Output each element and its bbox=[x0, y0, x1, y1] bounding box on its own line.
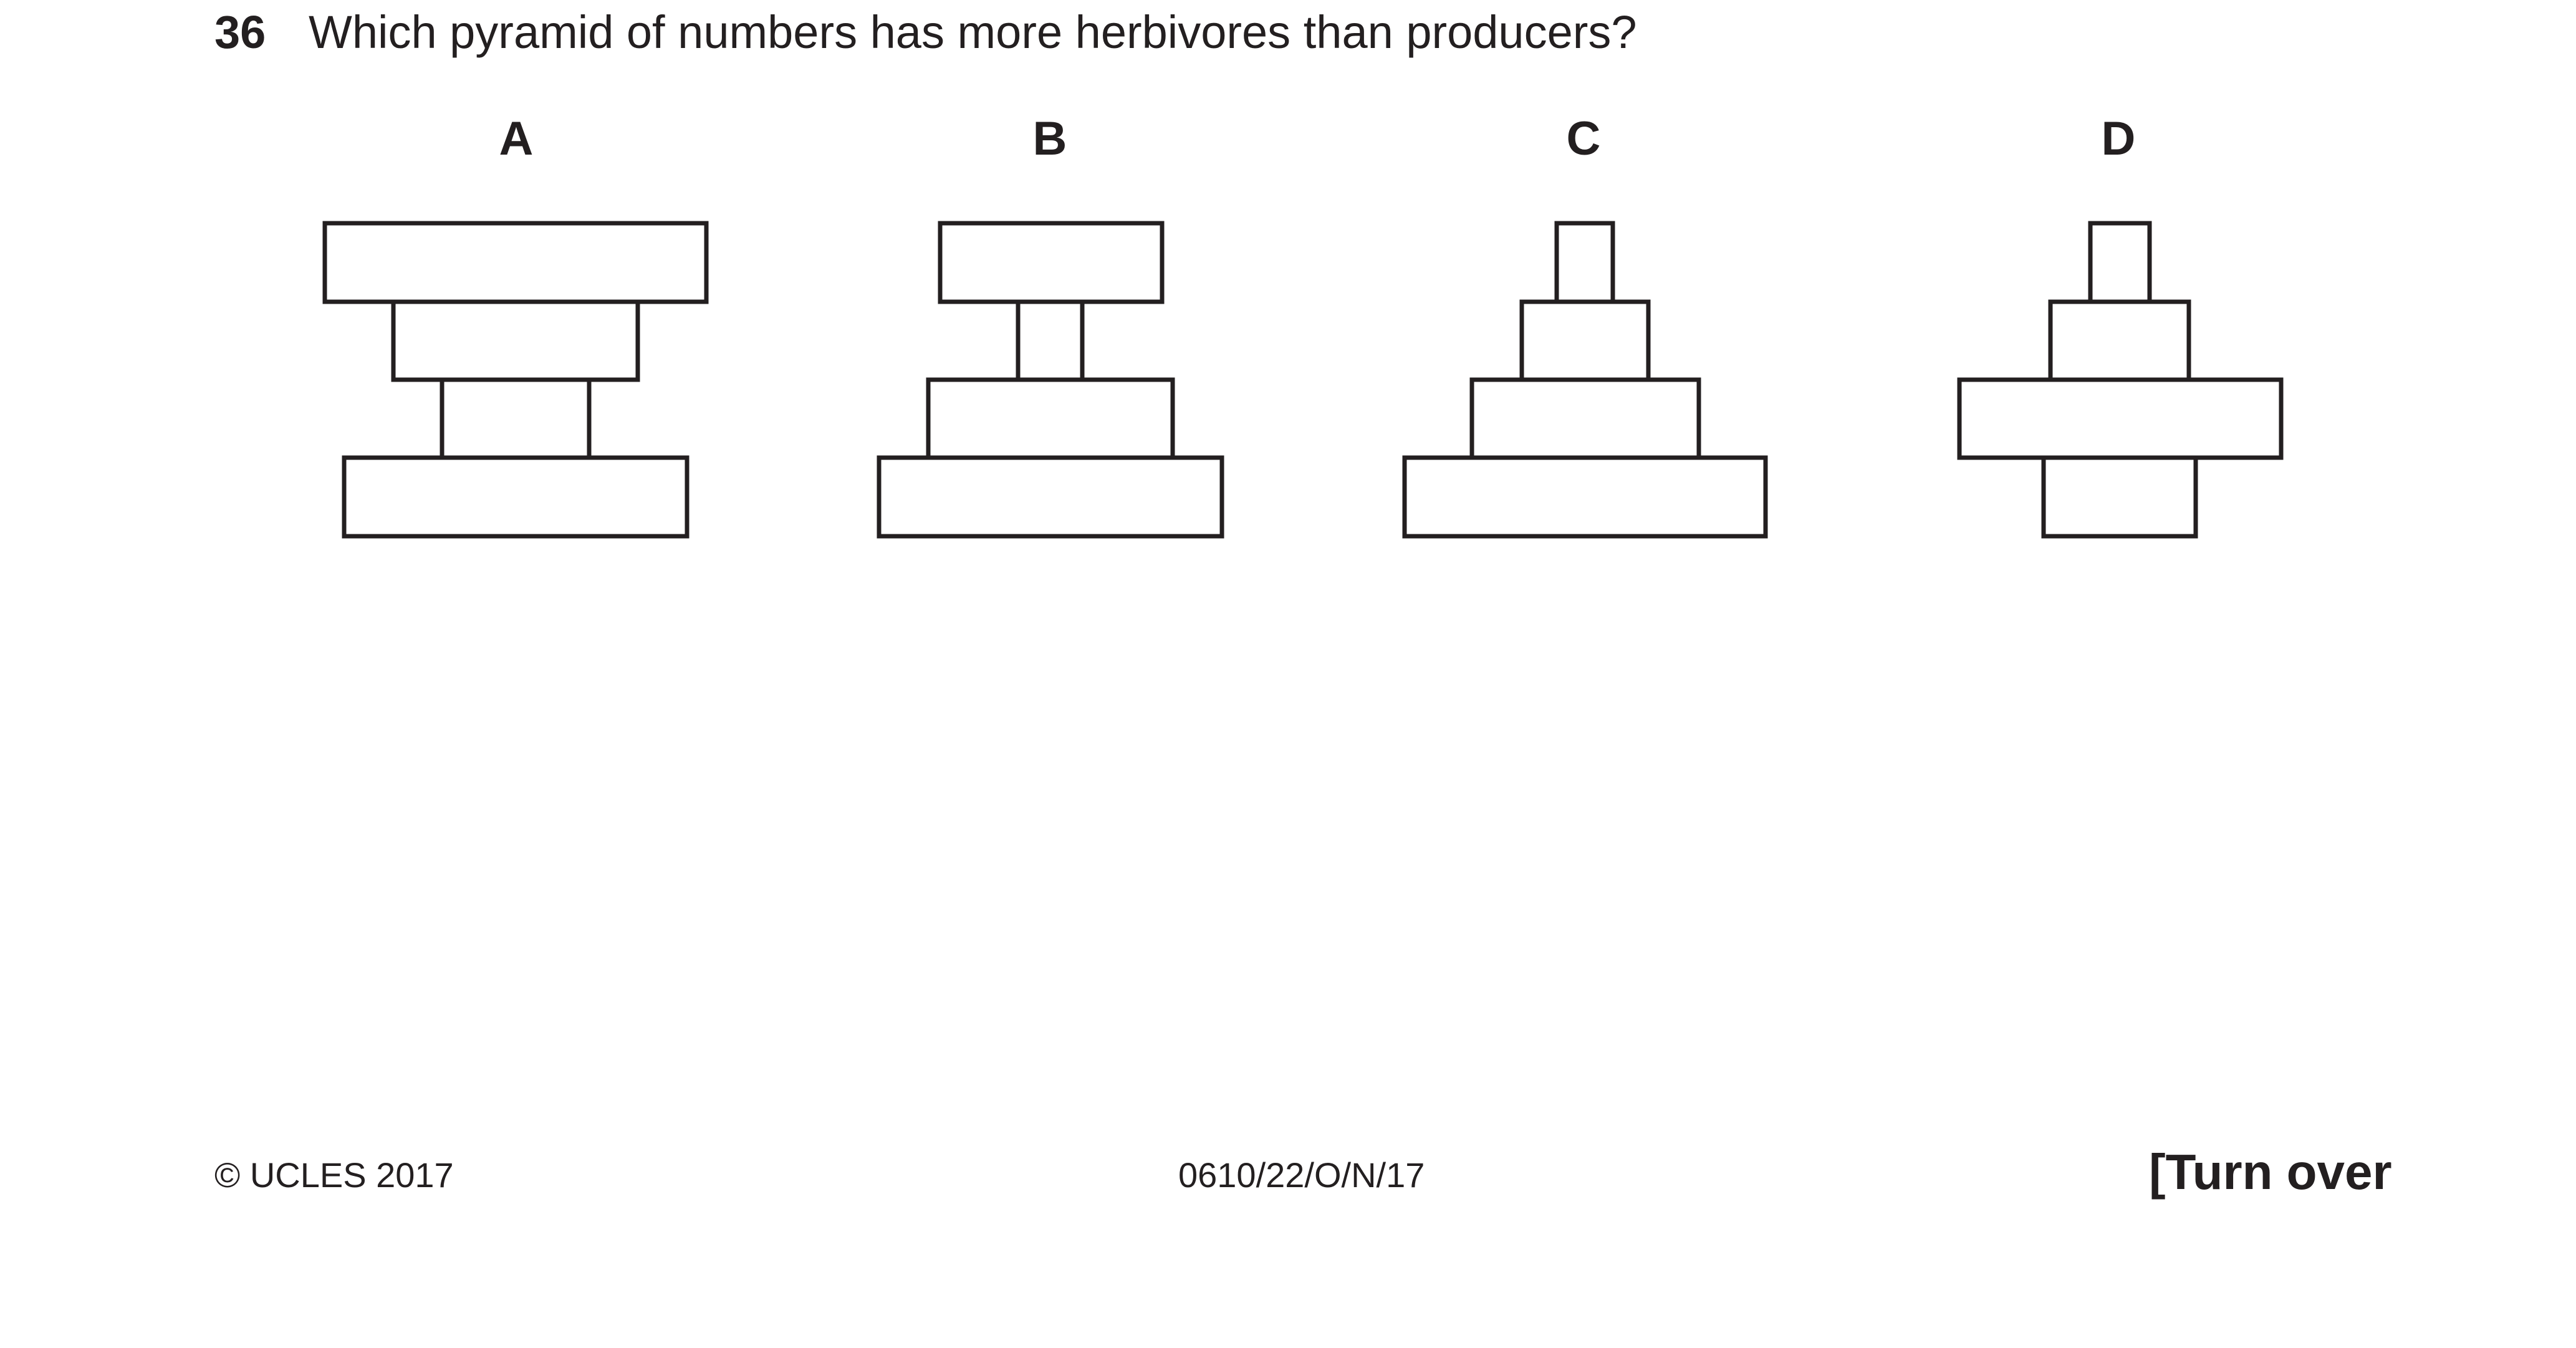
turn-over-footer: [Turn over bbox=[2149, 1144, 2392, 1200]
option-b-level-2 bbox=[926, 377, 1175, 460]
option-b-level-3 bbox=[1016, 299, 1085, 382]
option-b: B bbox=[877, 112, 1224, 539]
option-a-level-1-bottom bbox=[342, 455, 690, 539]
option-c-level-4-top bbox=[1554, 221, 1615, 304]
option-b-level-1-bottom bbox=[877, 455, 1224, 539]
option-a-level-4-top bbox=[322, 221, 709, 304]
option-d-level-2 bbox=[1957, 377, 2284, 460]
option-c-label: C bbox=[1567, 112, 1601, 165]
option-a: A bbox=[322, 112, 709, 539]
option-c-level-3 bbox=[1519, 299, 1651, 382]
option-d: D bbox=[1957, 112, 2284, 539]
copyright-footer: © UCLES 2017 bbox=[214, 1155, 454, 1195]
option-c-level-2 bbox=[1469, 377, 1701, 460]
option-a-label: A bbox=[499, 112, 534, 165]
option-b-level-4-top bbox=[938, 221, 1165, 304]
option-a-level-3 bbox=[391, 299, 640, 382]
option-b-label: B bbox=[1033, 112, 1067, 165]
option-d-level-1-bottom bbox=[2041, 455, 2198, 539]
option-a-level-2 bbox=[440, 377, 592, 460]
option-c: C bbox=[1402, 112, 1768, 539]
option-d-level-3 bbox=[2048, 299, 2191, 382]
question-text: Which pyramid of numbers has more herbiv… bbox=[309, 6, 1637, 58]
option-d-level-4-top bbox=[2088, 221, 2152, 304]
option-c-level-1-bottom bbox=[1402, 455, 1768, 539]
option-d-label: D bbox=[2102, 112, 2136, 165]
paper-code-footer: 0610/22/O/N/17 bbox=[1178, 1155, 1425, 1195]
question-number: 36 bbox=[214, 6, 266, 58]
